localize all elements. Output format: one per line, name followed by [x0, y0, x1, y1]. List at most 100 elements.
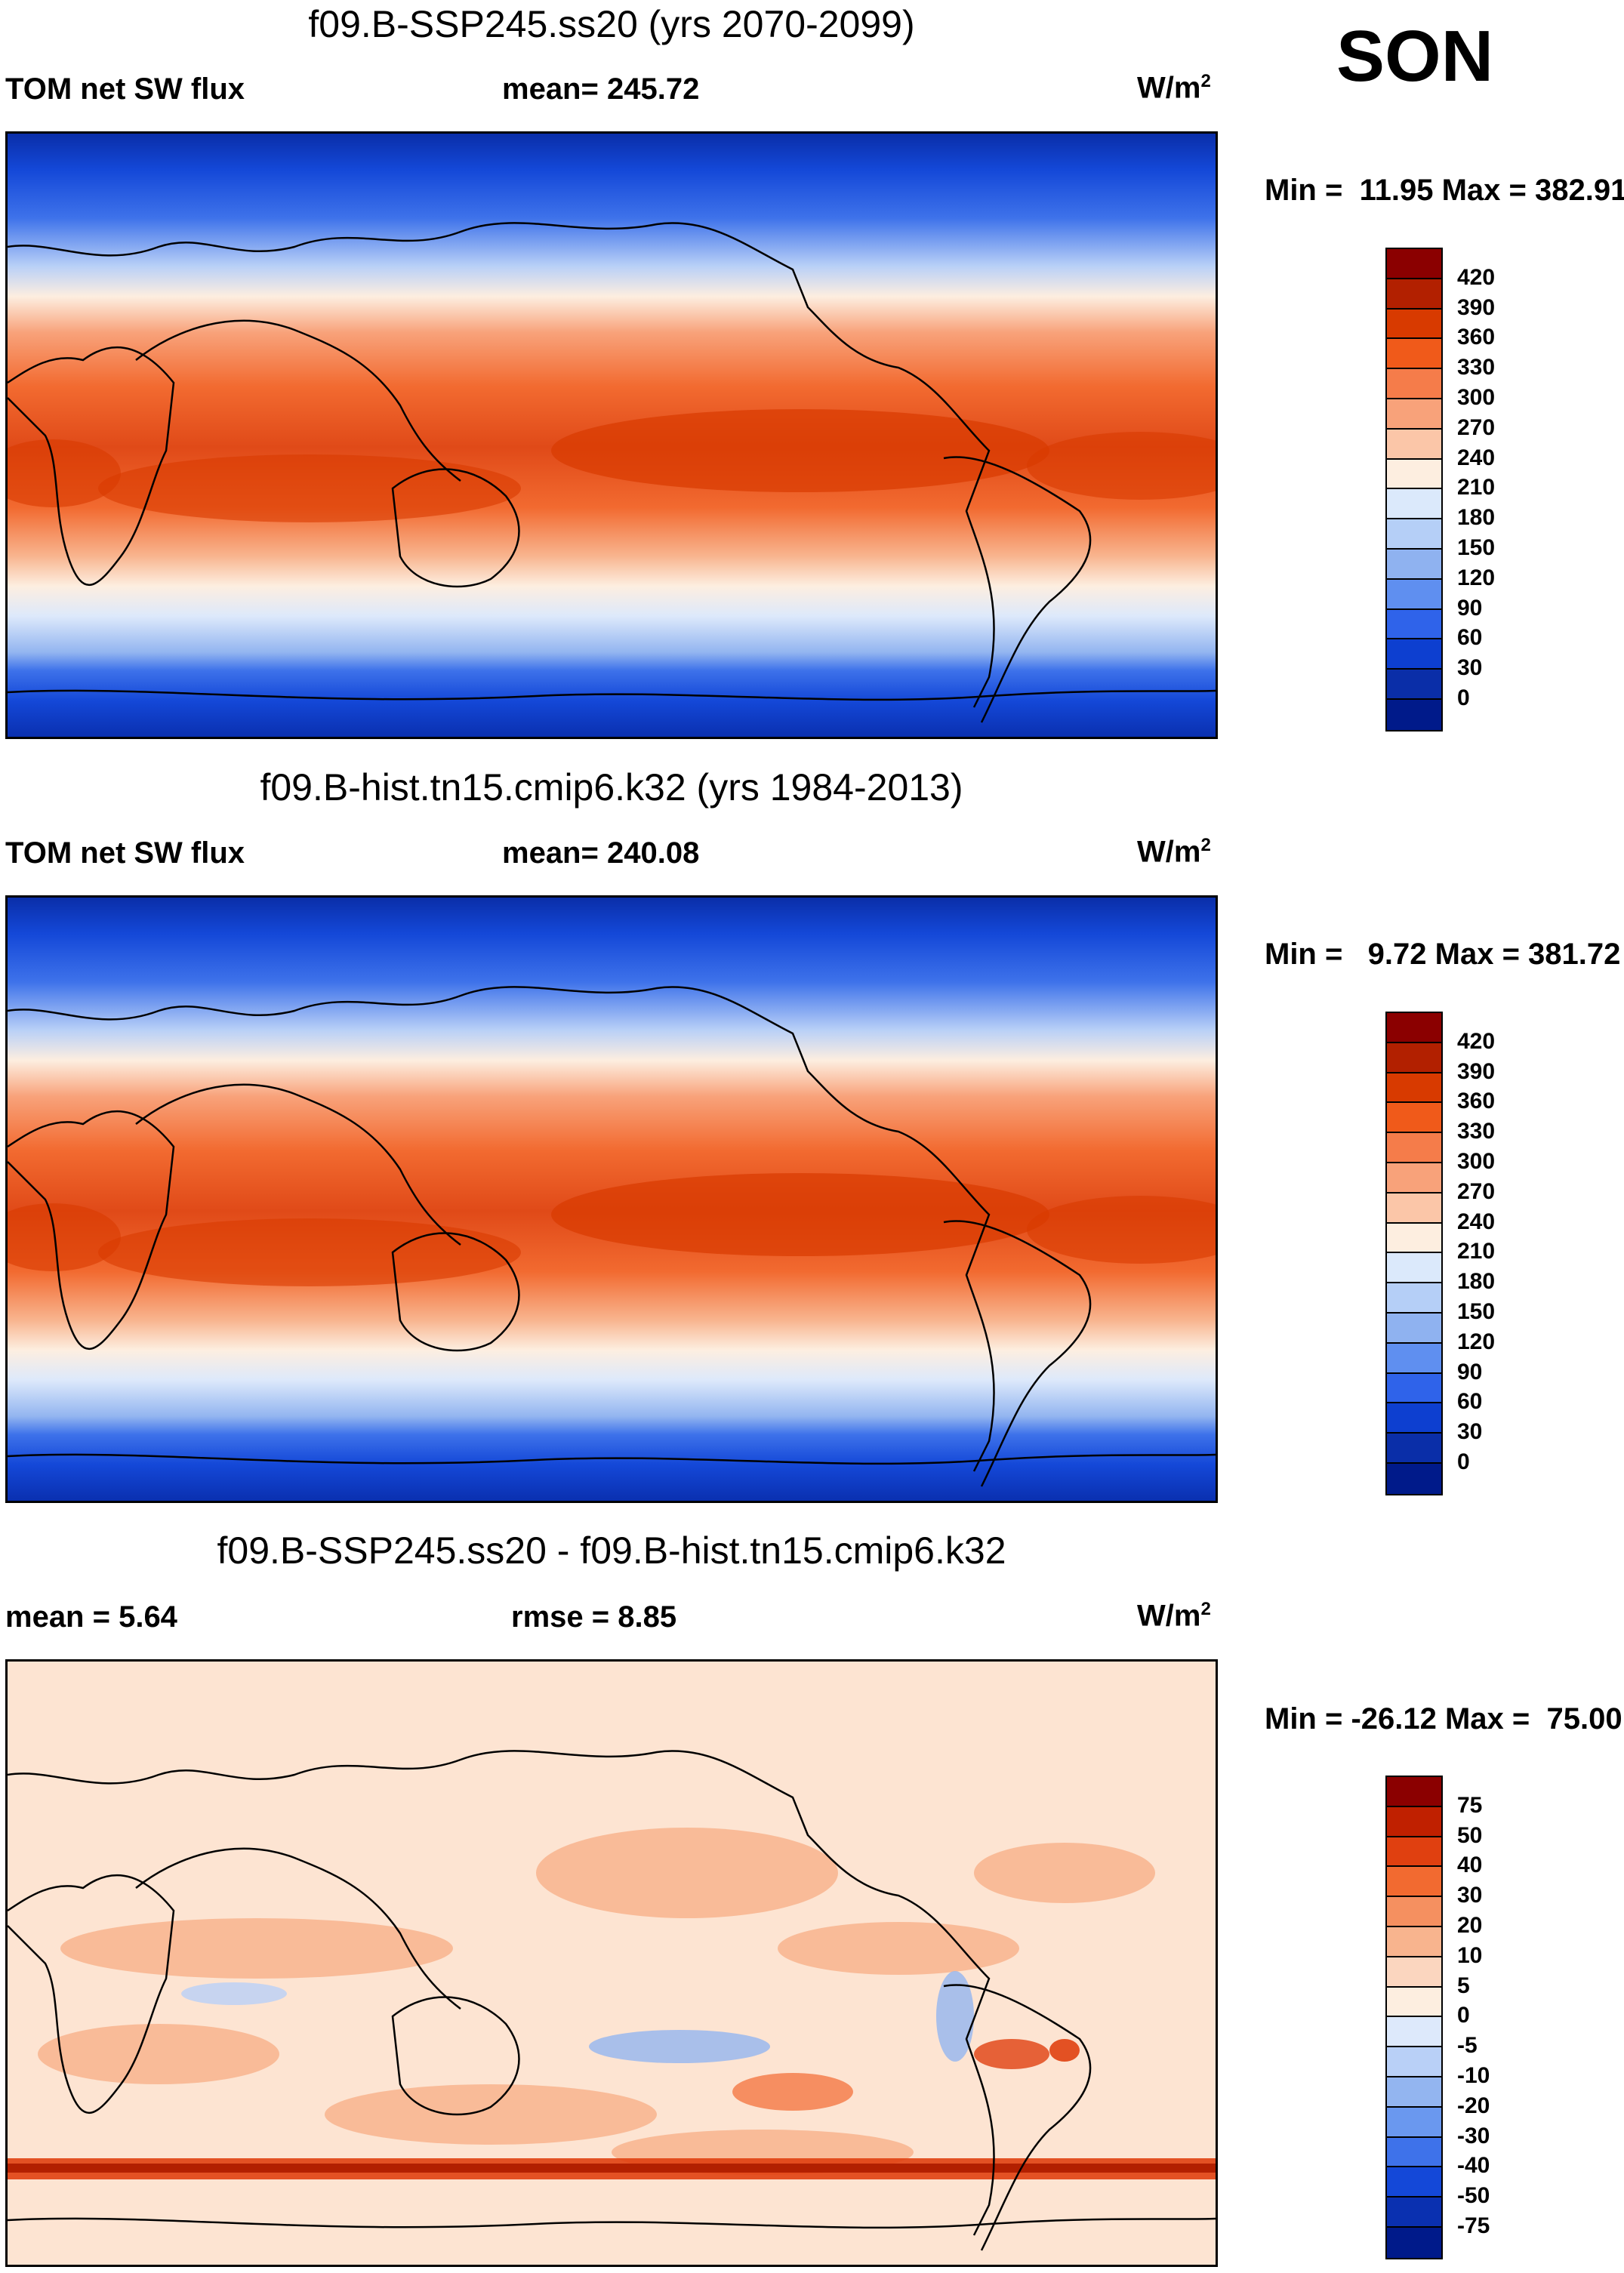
- colorbar-tick-label: 120: [1457, 565, 1496, 590]
- panel-2-mean-label: mean= 240.08: [502, 836, 700, 870]
- colorbar-tick-label: 90: [1457, 595, 1483, 621]
- colorbar-box: [1387, 2167, 1441, 2198]
- colorbar-tick-label: 300: [1457, 385, 1496, 410]
- coastline: [135, 319, 461, 482]
- coastline: [391, 1996, 520, 2116]
- colorbar-tick-label: 20: [1457, 1913, 1483, 1938]
- colorbar-tick-label: 60: [1457, 625, 1483, 651]
- colorbar-box: [1387, 549, 1441, 580]
- colorbar-box: [1387, 1163, 1441, 1193]
- colorbar-box: [1387, 1283, 1441, 1314]
- colorbar-box: [1387, 2077, 1441, 2108]
- coastline: [8, 986, 995, 1472]
- panel-1-variable-label: TOM net SW flux: [5, 72, 245, 106]
- colorbar-box: [1387, 1043, 1441, 1073]
- colorbar-box: [1387, 279, 1441, 310]
- map-canvas: [8, 134, 1216, 737]
- colorbar-tick-label: 360: [1457, 325, 1496, 350]
- colorbar-box: [1387, 1957, 1441, 1988]
- colorbar-box: [1387, 1434, 1441, 1464]
- map-canvas: [8, 898, 1216, 1501]
- coastline: [8, 1750, 995, 2236]
- colorbar-tick-label: 10: [1457, 1942, 1483, 1968]
- colorbar-box: [1387, 2047, 1441, 2077]
- panel-2-map: [5, 895, 1218, 1503]
- colorbar-tick-label: 240: [1457, 445, 1496, 470]
- colorbar-box: [1387, 429, 1441, 460]
- colorbar-tick-label: 5: [1457, 1973, 1470, 1998]
- panel-1-map: [5, 131, 1218, 739]
- colorbar-tick-label: 390: [1457, 294, 1496, 320]
- colorbar-box: [1387, 1897, 1441, 1927]
- panel-2-title: f09.B-hist.tn15.cmip6.k32 (yrs 1984-2013…: [260, 766, 963, 808]
- colorbar-tick-label: 60: [1457, 1389, 1483, 1415]
- coastline: [943, 1984, 1092, 2251]
- panel-3-map: [5, 1659, 1218, 2267]
- coastline: [135, 1083, 461, 1246]
- colorbar-tick-label: -30: [1457, 2123, 1490, 2148]
- colorbar-box: [1387, 2227, 1441, 2258]
- colorbar-tick-label: 0: [1457, 1449, 1470, 1474]
- panel-1-mean-label: mean= 245.72: [502, 72, 700, 106]
- colorbar-box: [1387, 2137, 1441, 2168]
- coastline: [8, 1874, 175, 2114]
- colorbar-tick-label: 210: [1457, 1239, 1496, 1264]
- colorbar-tick-label: -50: [1457, 2183, 1490, 2209]
- colorbar-tick-label: 30: [1457, 1419, 1483, 1445]
- colorbar-box: [1387, 1253, 1441, 1284]
- colorbar-box: [1387, 1777, 1441, 1807]
- coastline: [8, 346, 175, 586]
- colorbar-box: [1387, 1343, 1441, 1374]
- colorbar-tick-label: -20: [1457, 2093, 1490, 2118]
- antarctica-coastline: [8, 689, 1216, 701]
- panel-1-colorbar: [1385, 248, 1443, 731]
- panel-3-units-label: W/m2: [1137, 1599, 1211, 1633]
- coastline: [135, 1847, 461, 2010]
- colorbar-box: [1387, 489, 1441, 520]
- colorbar-tick-label: 150: [1457, 1299, 1496, 1324]
- panel-2-min-max: Min = 9.72 Max = 381.72: [1265, 938, 1621, 971]
- colorbar-box: [1387, 1313, 1441, 1344]
- colorbar-tick-label: 330: [1457, 1119, 1496, 1144]
- colorbar-box: [1387, 639, 1441, 670]
- colorbar-tick-label: 180: [1457, 1269, 1496, 1295]
- colorbar-box: [1387, 399, 1441, 430]
- colorbar-box: [1387, 1927, 1441, 1957]
- colorbar-box: [1387, 309, 1441, 340]
- colorbar-box: [1387, 1403, 1441, 1434]
- colorbar-box: [1387, 519, 1441, 550]
- colorbar-tick-label: 50: [1457, 1822, 1483, 1848]
- colorbar-tick-label: 420: [1457, 264, 1496, 290]
- panel-3-colorbar: [1385, 1776, 1443, 2259]
- panel-3-mean-label: mean = 5.64: [5, 1600, 177, 1634]
- antarctica-coastline: [8, 1453, 1216, 1465]
- colorbar-tick-label: -10: [1457, 2063, 1490, 2088]
- panel-3-title: f09.B-SSP245.ss20 - f09.B-hist.tn15.cmip…: [217, 1529, 1006, 1572]
- colorbar-box: [1387, 579, 1441, 610]
- colorbar-tick-label: 270: [1457, 1178, 1496, 1204]
- colorbar-box: [1387, 339, 1441, 370]
- coastline: [391, 1232, 520, 1352]
- colorbar-box: [1387, 699, 1441, 730]
- colorbar-box: [1387, 1193, 1441, 1224]
- panel-1-title: f09.B-SSP245.ss20 (yrs 2070-2099): [308, 3, 915, 45]
- colorbar-box: [1387, 1073, 1441, 1104]
- colorbar-tick-label: 30: [1457, 655, 1483, 681]
- colorbar-tick-label: -75: [1457, 2213, 1490, 2238]
- panel-2-units-label: W/m2: [1137, 835, 1211, 869]
- colorbar-tick-label: 390: [1457, 1058, 1496, 1084]
- map-canvas: [8, 1662, 1216, 2265]
- panel-1-min-max: Min = 11.95 Max = 382.91: [1265, 174, 1624, 207]
- colorbar-box: [1387, 670, 1441, 700]
- colorbar-box: [1387, 1223, 1441, 1254]
- colorbar-box: [1387, 1013, 1441, 1043]
- colorbar-tick-label: 0: [1457, 2003, 1470, 2028]
- colorbar-tick-label: 420: [1457, 1028, 1496, 1054]
- colorbar-tick-label: 180: [1457, 505, 1496, 531]
- colorbar-tick-label: 240: [1457, 1209, 1496, 1234]
- colorbar-box: [1387, 609, 1441, 640]
- coastline: [943, 1220, 1092, 1487]
- colorbar-box: [1387, 1806, 1441, 1837]
- colorbar-tick-label: 150: [1457, 535, 1496, 560]
- colorbar-tick-label: 75: [1457, 1792, 1483, 1818]
